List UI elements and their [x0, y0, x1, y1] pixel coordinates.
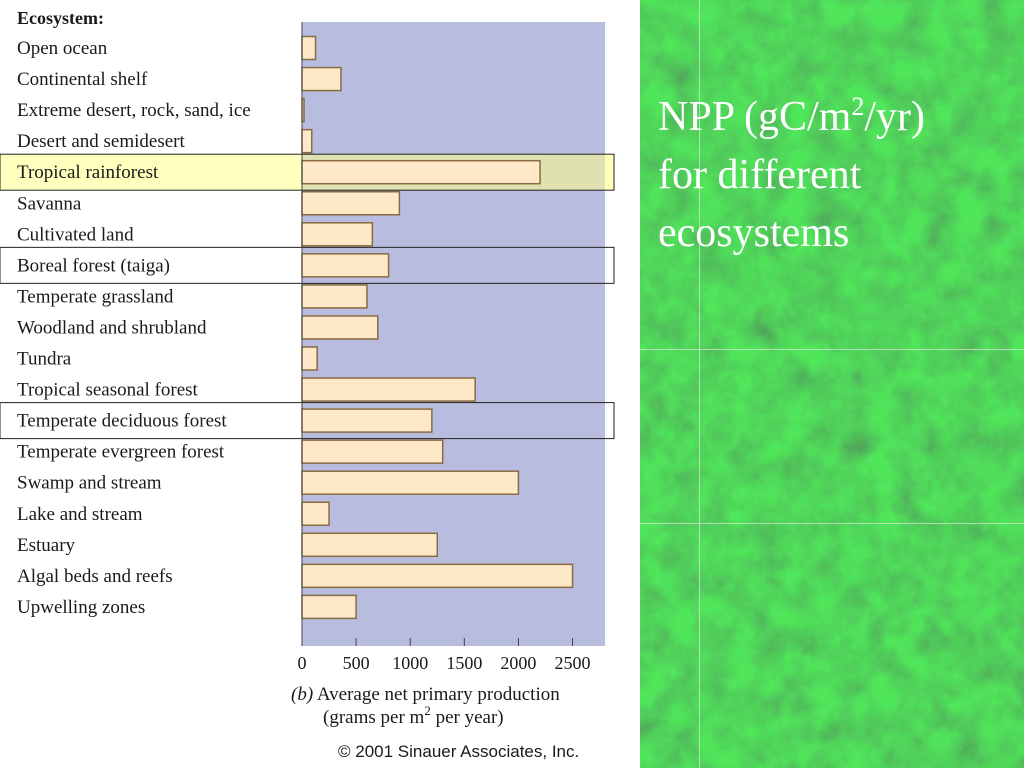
chart-panel: Open ocean Continental shelf Extreme deser…	[0, 8, 615, 761]
bar-temperate-grassland	[301, 284, 368, 309]
x-ticks-layer: 0 500 1000 1500 2000 2500	[298, 638, 591, 673]
category-label-extreme-desert-rock-sand-ice: Extreme desert, rock, sand, ice	[17, 100, 251, 121]
bar-algal-beds-and-reefs	[301, 563, 574, 589]
x-axis-label-text: Average net primary production	[317, 684, 560, 705]
bar-tropical-rainforest	[301, 159, 541, 185]
slide-title-line1: NPP (gC/m2/yr)	[658, 92, 925, 141]
bar-desert-and-semidesert	[301, 128, 313, 154]
bar-boreal-forest-taiga	[301, 253, 390, 278]
category-label-tropical-rainforest: Tropical rainforest	[17, 162, 159, 183]
slide-title: NPP (gC/m2/yr) for different ecosystems	[658, 88, 1008, 262]
category-label-tropical-seasonal-forest: Tropical seasonal forest	[17, 380, 199, 401]
marble-texture	[640, 0, 1024, 768]
category-label-estuary: Estuary	[17, 535, 76, 556]
bar-continental-shelf	[301, 66, 342, 92]
bar-estuary	[301, 532, 439, 558]
bar-open-ocean	[301, 35, 317, 61]
category-label-temperate-evergreen-forest: Temperate evergreen forest	[17, 442, 225, 463]
bar-lake-and-stream	[301, 501, 330, 526]
category-label-temperate-grassland: Temperate grassland	[17, 286, 174, 307]
panel-letter: (b)	[291, 684, 313, 705]
category-label-swamp-and-stream: Swamp and stream	[17, 473, 162, 494]
bar-tropical-seasonal-forest	[301, 377, 476, 402]
title-panel: NPP (gC/m2/yr) for different ecosystems	[640, 0, 1024, 768]
x-tick-label: 1000	[392, 653, 428, 673]
slide-title-line2: for different	[658, 152, 862, 198]
x-tick-label: 2500	[555, 653, 591, 673]
category-label-algal-beds-and-reefs: Algal beds and reefs	[17, 566, 173, 587]
bar-savanna	[301, 191, 401, 216]
x-tick-label: 2000	[500, 653, 536, 673]
category-label-continental-shelf: Continental shelf	[17, 69, 148, 90]
bar-woodland-and-shrubland	[301, 315, 379, 340]
x-tick-label: 1500	[446, 653, 482, 673]
npp-bar-chart: Open ocean Continental shelf Extreme deser…	[0, 8, 615, 761]
bar-cultivated-land	[301, 222, 374, 247]
bar-upwelling-zones	[301, 594, 357, 620]
bar-swamp-and-stream	[301, 470, 520, 495]
category-label-temperate-deciduous-forest: Temperate deciduous forest	[17, 411, 227, 432]
tile-divider-horizontal-1	[640, 349, 1024, 350]
category-label-lake-and-stream: Lake and stream	[17, 504, 143, 525]
tile-divider-vertical	[699, 0, 700, 768]
x-axis-label-line1: (b) Average net primary production	[291, 684, 560, 705]
category-label-cultivated-land: Cultivated land	[17, 224, 134, 245]
category-label-boreal-forest-taiga: Boreal forest (taiga)	[17, 255, 170, 276]
bars-layer	[301, 35, 574, 620]
highlight-box-temperate-deciduous-forest	[0, 402, 615, 440]
x-axis-label-line2: (grams per m2 per year)	[323, 703, 504, 728]
tile-divider-horizontal-2	[640, 523, 1024, 524]
category-label-open-ocean: Open ocean	[17, 38, 108, 59]
category-label-woodland-and-shrubland: Woodland and shrubland	[17, 317, 207, 338]
slide-title-line3: ecosystems	[658, 210, 850, 256]
labels-layer: Open ocean Continental shelf Extreme deser…	[17, 38, 251, 618]
x-axis-units-post: per year)	[431, 707, 504, 728]
x-tick-label: 500	[343, 653, 370, 673]
highlight-box-boreal-forest-taiga	[0, 246, 615, 284]
x-tick-label: 0	[298, 653, 307, 673]
category-label-tundra: Tundra	[17, 349, 72, 370]
bar-temperate-deciduous-forest	[301, 408, 433, 433]
bar-tundra	[301, 346, 318, 371]
category-header: Ecosystem:	[17, 8, 104, 28]
x-axis-units-pre: (grams per m	[323, 707, 425, 728]
bar-temperate-evergreen-forest	[301, 439, 444, 464]
category-label-upwelling-zones: Upwelling zones	[17, 597, 145, 618]
category-label-desert-and-semidesert: Desert and semidesert	[17, 131, 185, 152]
copyright-notice: © 2001 Sinauer Associates, Inc.	[338, 742, 579, 761]
category-label-savanna: Savanna	[17, 193, 82, 214]
x-axis-units-sup: 2	[424, 703, 431, 718]
